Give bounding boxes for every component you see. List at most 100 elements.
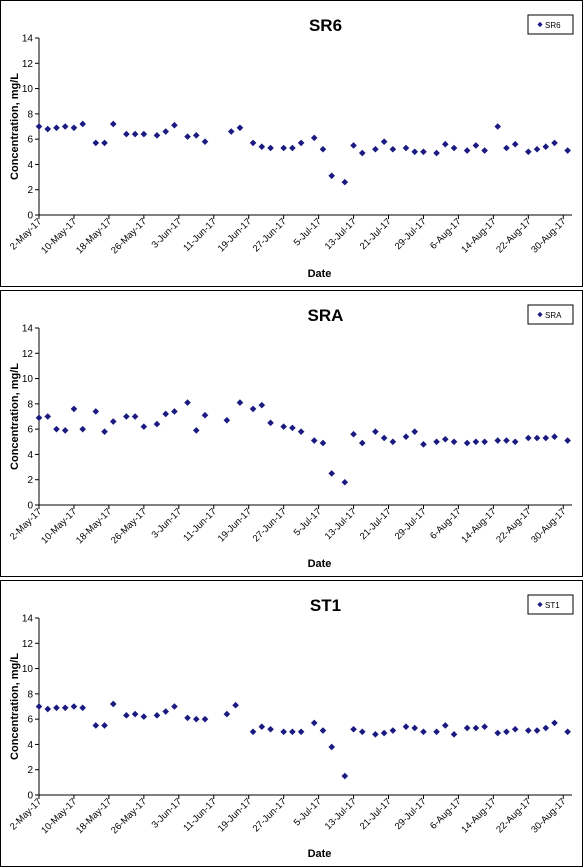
data-point [171, 703, 178, 710]
y-tick-label: 8 [27, 399, 33, 410]
chart-svg: SRA 0 2 4 6 8 10 12 14 2-May-1710-May-1718-May-17… [8, 304, 574, 570]
x-tick-label: 13-Jul-17 [323, 506, 359, 542]
y-axis-label: Concentration, mg/L [9, 653, 21, 760]
y-tick-label: 10 [22, 664, 34, 675]
y-tick-label: 6 [27, 135, 33, 146]
x-tick-label: 22-Aug-17 [494, 216, 533, 255]
data-point [463, 439, 471, 447]
data-point [289, 144, 296, 152]
x-tick-label: 26-May-17 [109, 796, 149, 836]
data-point [341, 772, 349, 780]
data-point [420, 441, 427, 448]
x-tick-label: 27-Jun-17 [251, 216, 289, 254]
data-point [236, 124, 244, 132]
data-point [131, 130, 139, 138]
y-tick-label: 12 [22, 639, 34, 650]
x-tick-label: 3-Jun-17 [150, 506, 184, 540]
data-point [472, 142, 480, 149]
data-point [533, 727, 541, 734]
y-tick-label: 6 [27, 715, 33, 726]
data-point [171, 121, 178, 129]
data-point [380, 729, 388, 737]
data-point [162, 128, 169, 135]
data-point [35, 414, 43, 422]
data-point [433, 149, 440, 157]
data-point [310, 437, 318, 444]
data-point [61, 704, 69, 712]
y-axis-label: Concentration, mg/L [9, 363, 21, 470]
x-axis-label: Date [308, 558, 332, 570]
x-tick-label: 26-May-17 [109, 216, 149, 256]
legend-label: ST1 [545, 601, 560, 610]
data-point [564, 147, 571, 154]
data-point [463, 147, 471, 154]
x-tick-label: 6-Aug-17 [428, 216, 463, 251]
data-point [328, 172, 336, 180]
data-point [463, 724, 471, 732]
data-point [297, 428, 305, 435]
data-point [153, 132, 161, 139]
data-point [450, 731, 458, 738]
x-tick-label: 22-Aug-17 [494, 796, 533, 835]
data-point [223, 416, 231, 424]
data-point [70, 703, 78, 710]
data-point [109, 120, 117, 128]
x-tick-label: 13-Jul-17 [323, 796, 359, 832]
data-point [525, 148, 532, 156]
x-tick-label: 27-Jun-17 [251, 796, 289, 834]
data-point [79, 425, 86, 433]
y-tick-label: 8 [27, 689, 33, 700]
legend-marker [537, 601, 543, 608]
data-point [420, 148, 427, 156]
data-point [184, 714, 191, 722]
data-point [358, 728, 366, 736]
data-point [350, 142, 357, 149]
data-point [341, 478, 349, 486]
data-point [249, 728, 257, 736]
x-tick-label: 10-May-17 [39, 216, 79, 256]
data-point [249, 139, 257, 147]
data-point [289, 728, 296, 736]
x-tick-label: 5-Jul-17 [292, 506, 324, 538]
data-point [184, 399, 191, 406]
data-point [380, 138, 388, 145]
x-tick-label: 30-Aug-17 [529, 216, 568, 255]
data-point [319, 145, 327, 153]
legend-box [527, 304, 574, 325]
data-point [358, 439, 366, 447]
data-point [511, 140, 519, 148]
data-point [140, 423, 148, 430]
data-point [162, 410, 169, 418]
data-point [310, 134, 318, 142]
data-point [433, 728, 440, 736]
data-point [44, 413, 52, 420]
x-tick-label: 6-Aug-17 [428, 506, 463, 541]
data-point [223, 710, 231, 718]
data-point [533, 434, 541, 442]
x-tick-label: 30-Aug-17 [529, 796, 568, 835]
x-tick-label: 19-Jun-17 [216, 796, 254, 834]
x-axis-label: Date [308, 848, 332, 860]
x-tick-label: 13-Jul-17 [323, 216, 359, 252]
data-point [70, 405, 78, 413]
y-tick-label: 12 [22, 349, 34, 360]
chart-title: SR6 [309, 16, 342, 35]
data-point [503, 144, 510, 152]
data-point [92, 722, 100, 729]
data-point [44, 705, 52, 713]
data-point [551, 433, 558, 441]
data-point [258, 723, 266, 731]
x-tick-label: 5-Jul-17 [292, 216, 324, 248]
chart-svg: ST1 0 2 4 6 8 10 12 14 2-May-1710-May-1718-May-17… [8, 594, 574, 860]
legend-label: SR6 [545, 21, 561, 30]
chart-panel-sra: SRA 0 2 4 6 8 10 12 14 2-May-17 10-May-17 18-May-17… [0, 290, 583, 577]
data-point [380, 434, 388, 442]
data-point [411, 724, 419, 732]
data-point [53, 425, 60, 433]
data-point [44, 125, 52, 133]
x-tick-label: 29-Jul-17 [393, 796, 429, 832]
data-point [123, 712, 130, 719]
data-point [328, 470, 336, 477]
x-tick-label: 26-May-17 [109, 506, 149, 546]
data-point [402, 723, 410, 731]
